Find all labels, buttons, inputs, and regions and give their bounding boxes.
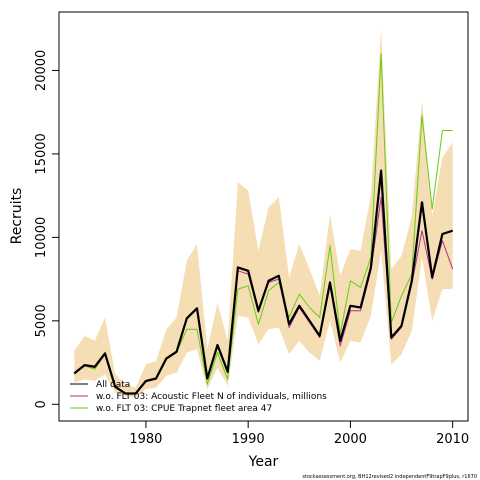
credit-text: stockassessment.org, BH12revised2 indepe… xyxy=(302,474,477,480)
x-tick-label: 1980 xyxy=(129,432,162,447)
legend-label-1: All data xyxy=(96,380,130,390)
y-axis-title: Recruits xyxy=(9,188,25,245)
y-tick-label: 20000 xyxy=(34,50,49,91)
plot-frame xyxy=(58,11,469,422)
series-layer xyxy=(73,53,454,395)
confidence-band xyxy=(74,28,453,398)
legend-label-2: w.o. FLT 03: Acoustic Fleet N of individ… xyxy=(96,392,327,402)
y-tick-label: 15000 xyxy=(34,133,49,174)
x-axis-title: Year xyxy=(248,454,279,470)
x-tick-label: 2010 xyxy=(436,432,469,447)
x-tick-label: 1990 xyxy=(232,432,265,447)
legend: All data w.o. FLT 03: Acoustic Fleet N of… xyxy=(70,380,327,414)
y-tick-label: 0 xyxy=(34,400,49,408)
legend-label-3: w.o. FLT 03: CPUE Trapnet fleet area 47 xyxy=(96,404,272,414)
y-axis: 0 5000 10000 15000 20000 xyxy=(34,50,59,408)
x-axis: 1980 1990 2000 2010 xyxy=(129,421,469,447)
x-tick-label: 2000 xyxy=(334,432,367,447)
y-tick-label: 10000 xyxy=(34,217,49,258)
y-tick-label: 5000 xyxy=(34,304,49,337)
confidence-band-layer xyxy=(74,28,453,398)
series-line-1 xyxy=(73,169,454,395)
